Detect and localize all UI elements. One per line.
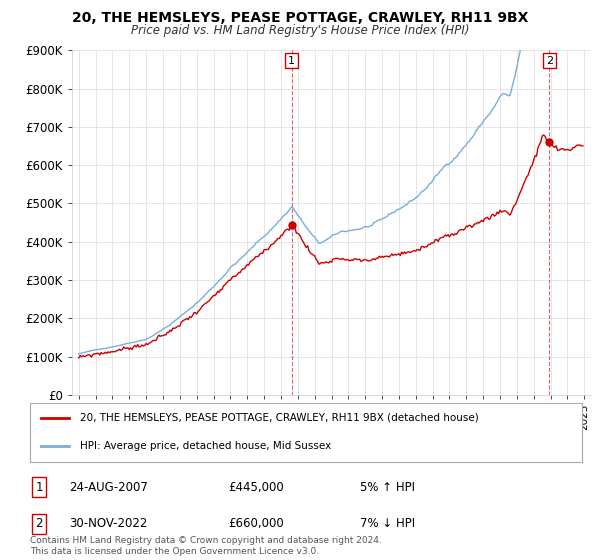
Text: 1: 1 (35, 480, 43, 494)
Text: Price paid vs. HM Land Registry's House Price Index (HPI): Price paid vs. HM Land Registry's House … (131, 24, 469, 36)
Text: HPI: Average price, detached house, Mid Sussex: HPI: Average price, detached house, Mid … (80, 441, 331, 451)
Text: 1: 1 (288, 55, 295, 66)
Text: 2: 2 (35, 517, 43, 530)
Text: 7% ↓ HPI: 7% ↓ HPI (360, 517, 415, 530)
Text: 24-AUG-2007: 24-AUG-2007 (69, 480, 148, 494)
Text: 20, THE HEMSLEYS, PEASE POTTAGE, CRAWLEY, RH11 9BX: 20, THE HEMSLEYS, PEASE POTTAGE, CRAWLEY… (72, 11, 528, 25)
Text: 5% ↑ HPI: 5% ↑ HPI (360, 480, 415, 494)
Text: Contains HM Land Registry data © Crown copyright and database right 2024.
This d: Contains HM Land Registry data © Crown c… (30, 536, 382, 556)
Text: 20, THE HEMSLEYS, PEASE POTTAGE, CRAWLEY, RH11 9BX (detached house): 20, THE HEMSLEYS, PEASE POTTAGE, CRAWLEY… (80, 413, 478, 423)
Text: £660,000: £660,000 (228, 517, 284, 530)
Text: £445,000: £445,000 (228, 480, 284, 494)
Text: 30-NOV-2022: 30-NOV-2022 (69, 517, 148, 530)
Text: 2: 2 (545, 55, 553, 66)
